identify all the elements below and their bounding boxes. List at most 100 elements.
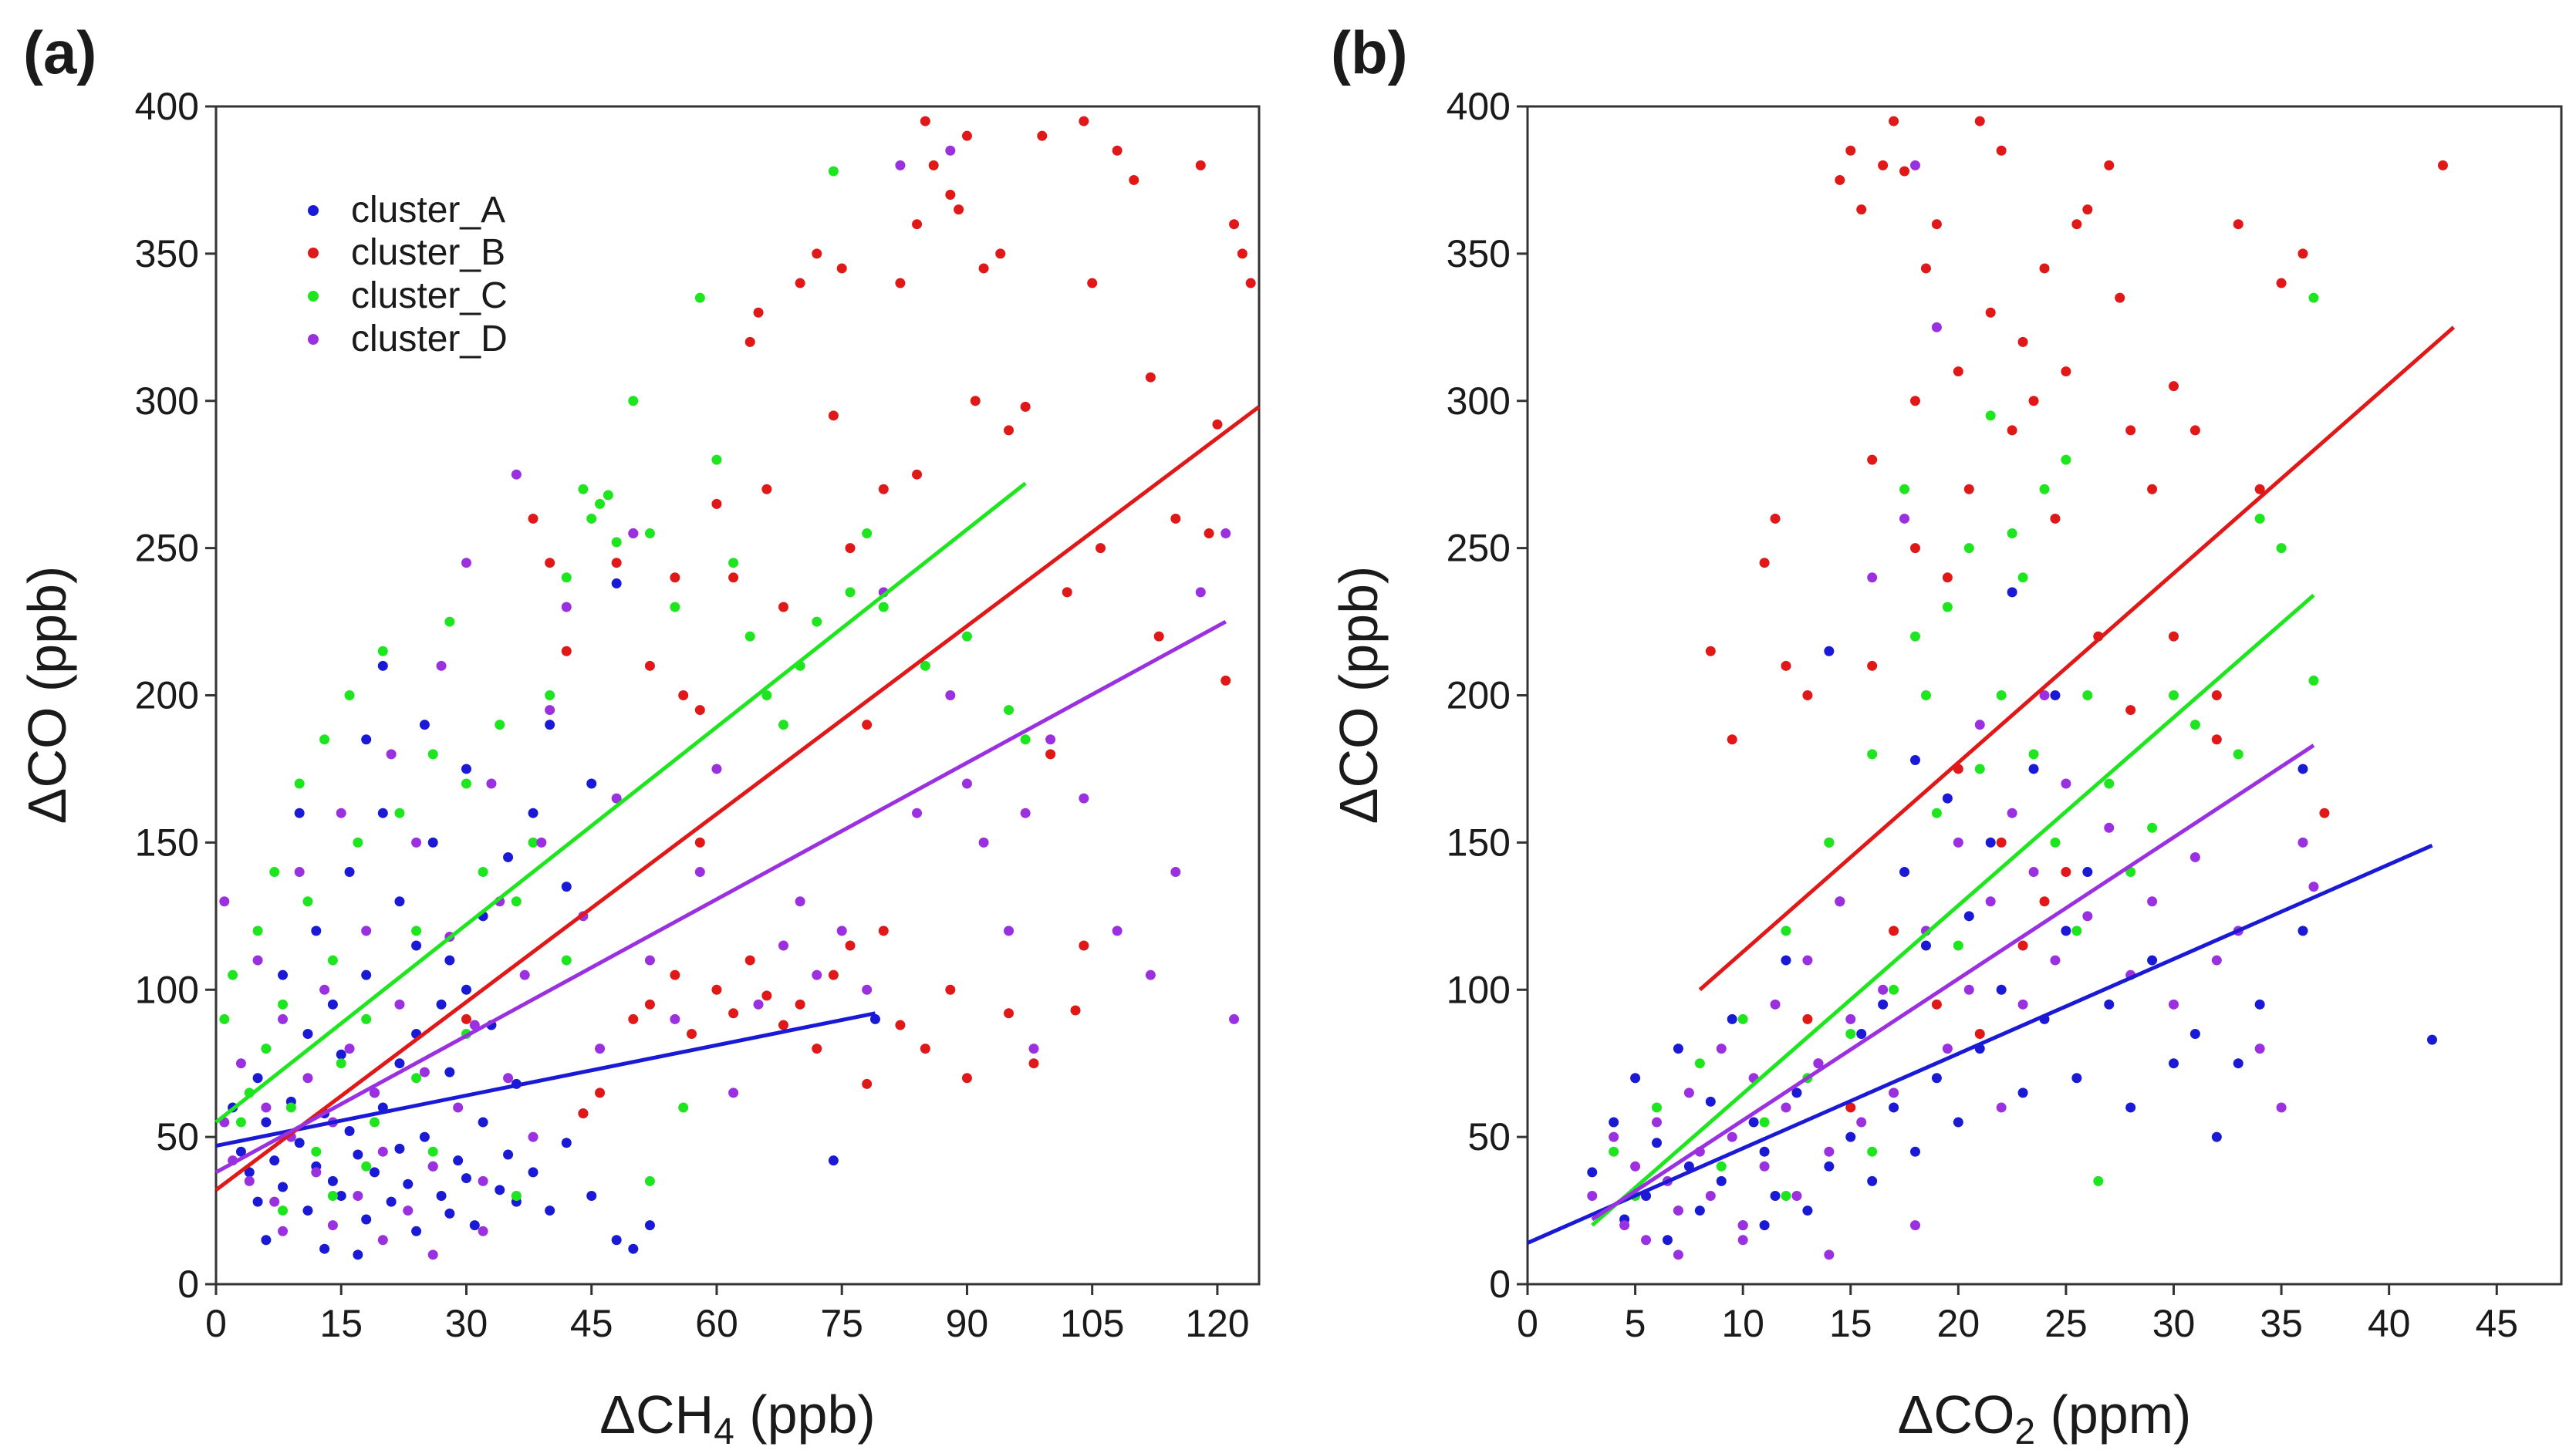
panel-b-point-cluster-c (1609, 1146, 1619, 1157)
panel-b-point-cluster-d (1974, 720, 1985, 730)
panel-a-point-cluster-c (495, 720, 505, 730)
panel-a-point-cluster-c (361, 1013, 372, 1024)
panel-a-point-cluster-c (344, 690, 355, 700)
panel-b-x-tick-label: 10 (1721, 1302, 1764, 1345)
panel-a-point-cluster-a (261, 1235, 272, 1246)
panel-b-point-cluster-b (2028, 396, 2039, 406)
panel-a-point-cluster-c (812, 616, 822, 627)
panel-b-point-cluster-c (1974, 764, 1985, 774)
panel-b-point-cluster-b (2007, 425, 2017, 436)
panel-a-point-cluster-b (1070, 1005, 1081, 1016)
panel-a-point-cluster-a (336, 1190, 346, 1201)
panel-a-point-cluster-b (920, 1044, 930, 1054)
panel-a-fit-line-cluster-a (215, 1011, 876, 1148)
panel-a-point-cluster-d (670, 1013, 680, 1024)
panel-a-point-cluster-d (1020, 808, 1031, 818)
panel-a-point-cluster-a (586, 778, 597, 789)
panel-b-point-cluster-b (2125, 425, 2136, 436)
panel-b-point-cluster-b (2437, 160, 2448, 170)
legend-item-cluster-d: cluster_D (308, 319, 508, 359)
panel-b-point-cluster-d (1835, 896, 1845, 907)
panel-a-point-cluster-c (561, 572, 572, 583)
panel-b-point-cluster-a (1920, 940, 1931, 951)
panel-a-point-cluster-b (628, 1013, 639, 1024)
panel-a-point-cluster-c (761, 690, 772, 700)
panel-a-point-cluster-b (1153, 631, 1164, 642)
panel-b-point-cluster-b (2071, 219, 2082, 230)
panel-b-point-cluster-b (2039, 896, 2050, 907)
panel-b-point-cluster-a (1963, 911, 1974, 922)
panel-b-point-cluster-c (1824, 837, 1835, 848)
panel-a-point-cluster-b (945, 190, 956, 201)
panel-a-point-cluster-b (978, 263, 989, 274)
panel-a-point-cluster-b (1220, 675, 1231, 686)
panel-b-point-cluster-d (1587, 1190, 1598, 1201)
panel-a-point-cluster-d (469, 1020, 480, 1030)
panel-a-point-cluster-b (895, 278, 906, 288)
panel-b-point-cluster-d (2061, 778, 2071, 789)
panel-a-point-cluster-a (561, 1138, 572, 1148)
panel-b-point-cluster-a (2297, 926, 2308, 936)
panel-b-point-cluster-d (2254, 1044, 2265, 1054)
panel-b-point-cluster-b (1974, 116, 1985, 126)
panel-a-point-cluster-d (1170, 867, 1181, 878)
panel-b-point-cluster-a (1662, 1235, 1673, 1246)
panel-a-point-cluster-a (419, 1131, 430, 1142)
panel-b-point-cluster-a (2050, 690, 2061, 700)
panel-a-point-cluster-b (694, 705, 705, 716)
panel-b-point-cluster-c (1716, 1161, 1727, 1172)
panel-a-point-cluster-d (377, 1146, 388, 1157)
panel-a-point-cluster-a (235, 1146, 246, 1157)
panel-a-point-cluster-c (228, 969, 238, 980)
panel-b-point-cluster-a (1910, 1146, 1920, 1157)
panel-b-point-cluster-a (1845, 1131, 1856, 1142)
legend: cluster_A cluster_B cluster_C cluster_D (308, 190, 508, 359)
panel-b-x-axis-label-main: ΔCO (1898, 1384, 2015, 1445)
panel-a-point-cluster-d (302, 1073, 313, 1084)
panel-a-point-cluster-c (603, 490, 613, 501)
panel-a-ticks: 0 15 30 45 60 75 90 105 120 0 50 100 150 200 250 300 350… (135, 85, 1250, 1345)
panel-b-x-tick-label: 45 (2475, 1302, 2518, 1345)
panel-a-point-cluster-c (278, 1206, 289, 1216)
panel-b-point-cluster-c (1942, 602, 1953, 612)
panel-a-point-cluster-c (427, 749, 438, 760)
panel-a-point-cluster-b (912, 219, 923, 230)
panel-a-point-cluster-b (1145, 372, 1156, 383)
panel-b-point-cluster-a (1985, 837, 1996, 848)
panel-a-y-tick-label: 50 (156, 1115, 199, 1158)
panel-a-point-cluster-b (753, 307, 764, 318)
panel-b-y-tick-label: 250 (1447, 527, 1511, 570)
panel-a-point-cluster-a (444, 1067, 455, 1077)
panel-b-point-cluster-d (2147, 896, 2158, 907)
panel-a-point-cluster-b (912, 469, 923, 480)
panel-a-point-cluster-b (1020, 401, 1031, 412)
panel-a-point-cluster-d (545, 705, 555, 716)
panel-a-point-cluster-c (878, 602, 889, 612)
panel-a-point-cluster-d (386, 749, 397, 760)
panel-a-point-cluster-b (954, 204, 964, 215)
panel-a-point-cluster-c (670, 602, 680, 612)
panel-a-point-cluster-b (970, 396, 981, 406)
panel-a-point-cluster-c (961, 631, 972, 642)
panel-a-y-tick-label: 150 (135, 821, 199, 864)
panel-a-point-cluster-d (327, 1220, 338, 1231)
panel-a-point-cluster-b (928, 160, 939, 170)
panel-a-point-cluster-d (377, 1235, 388, 1246)
panel-a-point-cluster-d (1079, 793, 1089, 804)
panel-a-point-cluster-d (427, 1161, 438, 1172)
panel-a-point-cluster-d (644, 955, 655, 966)
panel-a-point-cluster-c (828, 166, 839, 177)
panel-a-x-axis-label-sub: 4 (714, 1411, 734, 1450)
panel-b-point-cluster-a (1694, 1206, 1705, 1216)
panel-b-point-cluster-d (2169, 999, 2179, 1010)
panel-b-point-cluster-a (1630, 1073, 1641, 1084)
panel-b-point-cluster-a (2189, 1029, 2200, 1040)
panel-b-point-cluster-c (2007, 528, 2017, 539)
panel-a-point-cluster-c (319, 734, 330, 745)
panel-b-point-cluster-d (1867, 572, 1878, 583)
panel-b-point-cluster-c (2233, 749, 2243, 760)
panel-a-label: (a) (23, 19, 96, 86)
panel-a-point-cluster-c (285, 1102, 296, 1113)
panel-a-y-tick-label: 0 (177, 1263, 199, 1306)
panel-a-point-cluster-c (311, 1146, 322, 1157)
